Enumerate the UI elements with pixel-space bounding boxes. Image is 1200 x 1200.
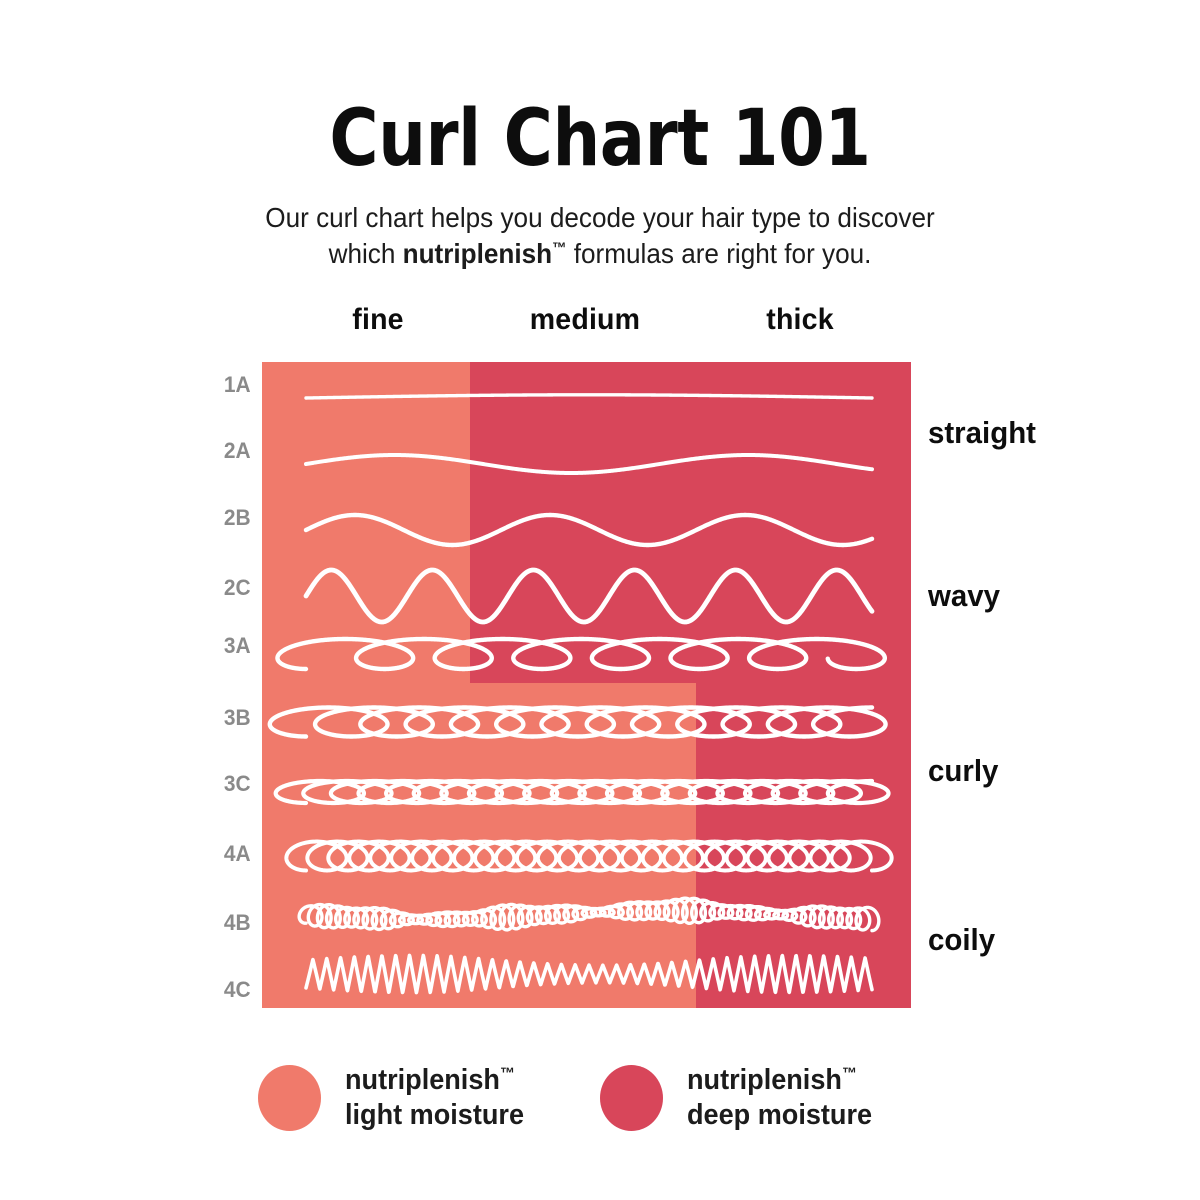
legend-label-light: nutriplenish™ light moisture <box>345 1063 524 1133</box>
column-header-medium: medium <box>529 303 641 336</box>
legend-swatch-deep-icon <box>600 1064 663 1131</box>
category-label-wavy: wavy <box>928 578 1001 613</box>
trademark-symbol: ™ <box>552 239 567 257</box>
legend-label-deep: nutriplenish™ deep moisture <box>687 1063 872 1133</box>
curl-chart-grid <box>262 362 911 1008</box>
page-subtitle: Our curl chart helps you decode your hai… <box>220 200 980 273</box>
legend-variant-deep: deep moisture <box>687 1098 873 1131</box>
hair-strand-2c <box>303 567 875 625</box>
row-label-4b: 4B <box>223 910 251 935</box>
hair-strand-2b <box>303 512 875 548</box>
hair-strand-3a <box>275 636 888 672</box>
light-moisture-region-upper <box>262 362 470 683</box>
hair-strand-3c <box>273 778 891 806</box>
hair-strand-4a <box>284 839 894 873</box>
column-header-fine: fine <box>352 303 404 336</box>
hair-strand-2a <box>304 453 874 475</box>
category-label-curly: curly <box>928 753 999 788</box>
subtitle-line-2-suffix: formulas are right for you. <box>566 238 872 270</box>
hair-strand-illustrations <box>267 393 894 995</box>
category-label-straight: straight <box>928 415 1037 450</box>
legend-tm-light: ™ <box>499 1065 515 1083</box>
row-label-2b: 2B <box>223 505 251 530</box>
legend-item-light-moisture: nutriplenish™ light moisture <box>258 1063 533 1133</box>
row-label-3a: 3A <box>223 633 251 658</box>
brand-name: nutriplenish <box>402 238 553 270</box>
row-label-4a: 4A <box>223 841 251 866</box>
legend-item-deep-moisture: nutriplenish™ deep moisture <box>600 1063 882 1133</box>
row-label-2a: 2A <box>223 438 251 463</box>
row-label-4c: 4C <box>223 977 251 1002</box>
hair-strand-1a <box>304 393 874 400</box>
subtitle-line-1: Our curl chart helps you decode your hai… <box>265 201 935 233</box>
legend-variant-light: light moisture <box>345 1098 525 1131</box>
hair-strand-4b <box>297 896 881 933</box>
row-label-3b: 3B <box>223 705 251 730</box>
page-title: Curl Chart 101 <box>329 94 871 185</box>
row-label-2c: 2C <box>223 575 251 600</box>
legend-brand-deep: nutriplenish <box>687 1064 842 1096</box>
hair-strand-3b <box>267 705 888 739</box>
legend-brand-light: nutriplenish <box>345 1064 500 1096</box>
hair-strand-4c <box>304 953 874 995</box>
legend-tm-deep: ™ <box>841 1065 857 1083</box>
row-label-1a: 1A <box>223 372 251 397</box>
row-label-3c: 3C <box>223 771 251 796</box>
subtitle-line-2-prefix: which <box>328 238 403 270</box>
category-label-coily: coily <box>928 922 996 957</box>
legend-swatch-light-icon <box>258 1064 321 1131</box>
column-header-thick: thick <box>766 303 834 336</box>
